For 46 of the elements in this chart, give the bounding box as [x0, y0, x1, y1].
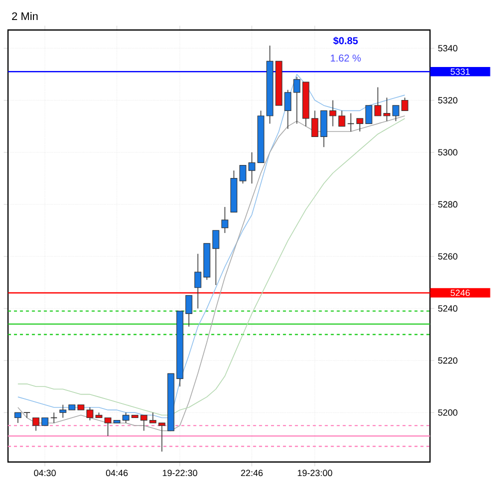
candlestick	[374, 86, 382, 116]
ref-line-label: 5331	[450, 68, 470, 75]
candlestick	[311, 110, 318, 138]
candlestick	[14, 412, 22, 424]
candlestick	[392, 105, 400, 122]
annotation: $0.85	[333, 36, 358, 45]
candlestick	[194, 253, 202, 309]
candlestick	[401, 97, 408, 112]
candlestick	[365, 105, 372, 124]
x-tick-label: 19-22:30	[162, 470, 198, 476]
y-tick-label: 5260	[438, 253, 458, 260]
y-tick-label: 5280	[438, 201, 458, 208]
candlestick	[248, 152, 256, 184]
chart-title: 2 Min	[12, 12, 38, 20]
candlestick	[338, 110, 346, 127]
y-tick-label: 5240	[438, 305, 458, 312]
y-tick-label: 5200	[438, 409, 458, 416]
y-tick-label: 5300	[438, 149, 458, 156]
candlestick	[221, 206, 228, 234]
candlestick	[347, 112, 354, 132]
candlestick	[86, 406, 94, 421]
candlestick	[284, 89, 292, 130]
x-tick-label: 04:30	[34, 470, 56, 476]
candlestick	[140, 414, 148, 432]
y-tick-label: 5320	[438, 97, 458, 104]
x-tick-label: 19-23:00	[298, 470, 332, 476]
y-tick-label: 5220	[438, 357, 458, 364]
y-tick-label: 5340	[438, 45, 458, 52]
candlestick	[104, 417, 112, 436]
x-tick-label: 22:46	[241, 470, 263, 476]
candlestick	[122, 412, 130, 424]
candlestick	[158, 422, 166, 452]
candlestick	[239, 164, 246, 184]
candlestick	[32, 417, 40, 432]
candlestick	[356, 118, 364, 132]
candlestick	[59, 404, 66, 418]
candlestick	[329, 100, 336, 127]
candlestick	[149, 412, 156, 424]
annotation: 1.62 %	[330, 54, 361, 62]
candlestick	[293, 76, 300, 124]
candlestick	[212, 230, 220, 286]
ref-line-label: 5246	[450, 290, 470, 296]
candlestick	[185, 295, 192, 328]
candlestick	[383, 97, 390, 122]
candlestick	[23, 412, 30, 418]
x-tick-label: 04:46	[106, 470, 128, 476]
